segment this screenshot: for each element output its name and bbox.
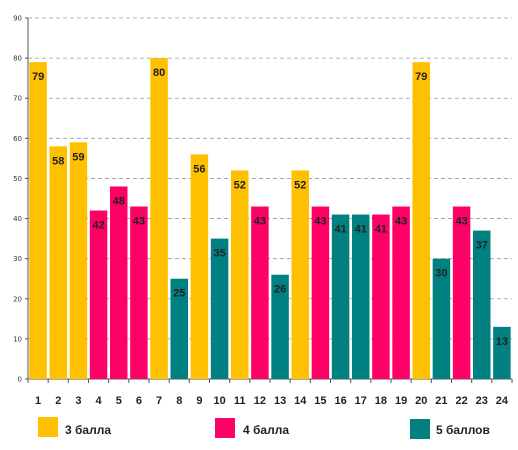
- bar-5: [110, 186, 128, 379]
- bar-8: [170, 278, 188, 379]
- x-tick-label-14: 14: [294, 395, 307, 407]
- bar-21: [432, 258, 451, 379]
- x-tick-label-8: 8: [176, 395, 182, 407]
- bar-19: [392, 206, 410, 379]
- bar-24: [493, 326, 511, 379]
- axes: [25, 17, 513, 383]
- data-label-3: 59: [72, 151, 84, 163]
- data-label-14: 52: [294, 179, 306, 191]
- y-tick-label-50: 50: [13, 175, 22, 183]
- y-tick-label-0: 0: [18, 376, 22, 384]
- data-label-2: 58: [52, 155, 64, 167]
- legend-label-5-ballov: 5 баллов: [436, 423, 490, 437]
- x-tick-label-9: 9: [196, 395, 202, 407]
- data-label-24: 13: [496, 336, 508, 348]
- y-tick-label-90: 90: [13, 15, 22, 23]
- x-tick-label-4: 4: [96, 395, 103, 407]
- y-tick-label-60: 60: [13, 135, 22, 143]
- x-tick-label-16: 16: [334, 395, 346, 407]
- x-tick-label-18: 18: [375, 395, 387, 407]
- bar-6: [130, 206, 148, 379]
- data-label-13: 26: [274, 284, 286, 296]
- y-tick-label-70: 70: [13, 95, 22, 103]
- x-tick-label-1: 1: [35, 395, 41, 407]
- bar-16: [331, 214, 350, 379]
- bar-7: [150, 58, 168, 379]
- x-tick-label-17: 17: [355, 395, 367, 407]
- legend-item-5-ballov: 5 баллов: [410, 419, 490, 439]
- legend-swatch-4-balla: [215, 418, 235, 438]
- data-label-23: 37: [476, 240, 488, 252]
- bar-4: [89, 210, 108, 379]
- data-label-21: 30: [435, 268, 447, 280]
- bar-15: [311, 206, 330, 379]
- bar-22: [452, 206, 471, 379]
- x-tick-label-10: 10: [213, 395, 225, 407]
- data-label-4: 42: [92, 220, 104, 232]
- legend-item-3-balla: 3 балла: [38, 417, 111, 437]
- x-tick-label-15: 15: [314, 395, 326, 407]
- bar-2: [49, 146, 67, 379]
- y-tick-label-10: 10: [13, 335, 22, 343]
- x-tick-label-11: 11: [234, 395, 246, 407]
- x-tick-label-21: 21: [435, 395, 447, 407]
- data-label-8: 25: [173, 288, 185, 300]
- x-tick-label-2: 2: [55, 395, 61, 407]
- data-label-18: 41: [375, 224, 387, 236]
- data-label-19: 43: [395, 216, 407, 228]
- data-label-10: 35: [213, 248, 225, 260]
- x-tick-label-19: 19: [395, 395, 407, 407]
- bar-20: [412, 62, 430, 379]
- legend: 3 балла 4 балла 5 баллов: [38, 417, 490, 439]
- bar-18: [372, 214, 390, 379]
- bar-23: [473, 230, 491, 379]
- bar-9: [190, 154, 209, 379]
- data-label-22: 43: [455, 216, 467, 228]
- bar-3: [69, 142, 88, 379]
- y-tick-labels: 0 10 20 30 40 50 60 70 80 90: [13, 15, 22, 384]
- x-tick-label-6: 6: [136, 395, 142, 407]
- legend-label-3-balla: 3 балла: [65, 423, 111, 437]
- data-label-7: 80: [153, 67, 165, 79]
- data-labels: 79 58 59 42 48 43 80 25 56 35 52 43 26 52 43 41 41 41 43 79…: [32, 67, 508, 348]
- bar-1: [29, 62, 47, 379]
- data-label-9: 56: [193, 163, 205, 175]
- x-tick-label-12: 12: [254, 395, 266, 407]
- x-tick-label-13: 13: [274, 395, 286, 407]
- data-label-17: 41: [355, 224, 367, 236]
- gridlines: [28, 17, 512, 340]
- y-tick-label-20: 20: [13, 295, 22, 303]
- x-tick-label-5: 5: [116, 395, 122, 407]
- x-tick-labels: 1 2 3 4 5 6 7 8 9 10 11 12 13 14 15 16 17 18 19 20 21 22 23 24: [35, 395, 509, 407]
- data-label-11: 52: [234, 179, 246, 191]
- legend-label-4-balla: 4 балла: [243, 423, 289, 437]
- bar-13: [271, 274, 289, 379]
- legend-swatch-5-ballov: [410, 419, 430, 439]
- data-label-1: 79: [32, 71, 44, 83]
- y-tick-label-80: 80: [13, 55, 22, 63]
- x-tick-label-7: 7: [156, 395, 162, 407]
- bar-10: [210, 238, 229, 379]
- x-tick-label-20: 20: [415, 395, 427, 407]
- data-label-20: 79: [415, 71, 427, 83]
- x-tick-label-24: 24: [496, 395, 509, 407]
- bar-12: [251, 206, 269, 379]
- y-tick-label-30: 30: [13, 255, 22, 263]
- bars: [29, 58, 511, 379]
- y-tick-label-40: 40: [13, 215, 22, 223]
- data-label-12: 43: [254, 216, 266, 228]
- x-tick-label-23: 23: [476, 395, 488, 407]
- x-tick-label-22: 22: [455, 395, 467, 407]
- data-label-15: 43: [314, 216, 326, 228]
- x-tick-label-3: 3: [75, 395, 81, 407]
- bar-17: [352, 214, 370, 379]
- legend-swatch-3-balla: [38, 417, 58, 437]
- data-label-6: 43: [133, 216, 145, 228]
- legend-item-4-balla: 4 балла: [215, 418, 289, 438]
- data-label-5: 48: [113, 195, 125, 207]
- bar-11: [231, 170, 249, 379]
- bar-14: [291, 170, 309, 379]
- data-label-16: 41: [334, 224, 346, 236]
